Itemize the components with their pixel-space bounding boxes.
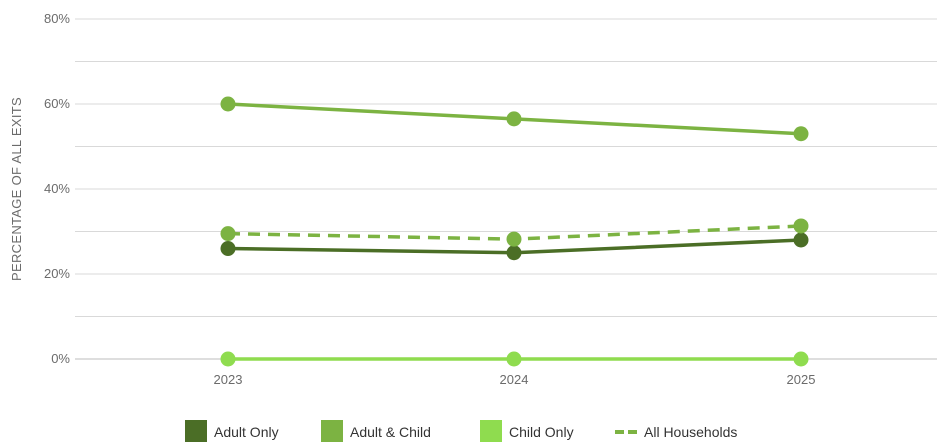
x-axis-ticks: 2023 2024 2025 [214,372,816,387]
y-tick-label: 80% [44,11,70,26]
legend-label: Adult & Child [350,424,431,440]
legend-item[interactable]: Child Only [480,420,574,442]
legend-label: Child Only [509,424,574,440]
gridlines [75,18,937,360]
series-child-only [220,351,809,367]
y-tick-label: 60% [44,96,70,111]
legend-swatch [185,420,207,442]
legend-item[interactable]: Adult Only [185,420,279,442]
legend-item[interactable]: Adult & Child [321,420,431,442]
data-point[interactable] [793,351,809,367]
legend-swatch [321,420,343,442]
y-axis-ticks: 0% 20% 40% 60% 80% [44,11,70,366]
series-adult-child [220,96,809,142]
series-group [220,96,809,367]
data-point[interactable] [506,351,522,367]
legend-swatch [480,420,502,442]
series-all-households [220,218,809,247]
legend-label: Adult Only [214,424,279,440]
legend: Adult Only Adult & Child Child Only All Hou… [185,420,737,442]
y-tick-label: 20% [44,266,70,281]
data-point[interactable] [220,96,236,112]
data-point[interactable] [220,241,236,256]
x-tick-label: 2024 [500,372,529,387]
data-point[interactable] [506,231,522,247]
data-point[interactable] [220,351,236,367]
legend-label: All Households [644,424,737,440]
data-point[interactable] [506,245,522,261]
data-point[interactable] [220,226,236,242]
x-tick-label: 2025 [787,372,816,387]
y-tick-label: 40% [44,181,70,196]
data-point[interactable] [793,232,809,248]
y-tick-label: 0% [51,351,70,366]
data-point[interactable] [793,218,809,234]
data-point[interactable] [793,126,809,142]
series-adult-only [220,232,809,261]
data-point[interactable] [506,111,522,127]
y-axis-label: PERCENTAGE OF ALL EXITS [9,97,24,281]
x-tick-label: 2023 [214,372,243,387]
legend-item[interactable]: All Households [615,424,737,440]
